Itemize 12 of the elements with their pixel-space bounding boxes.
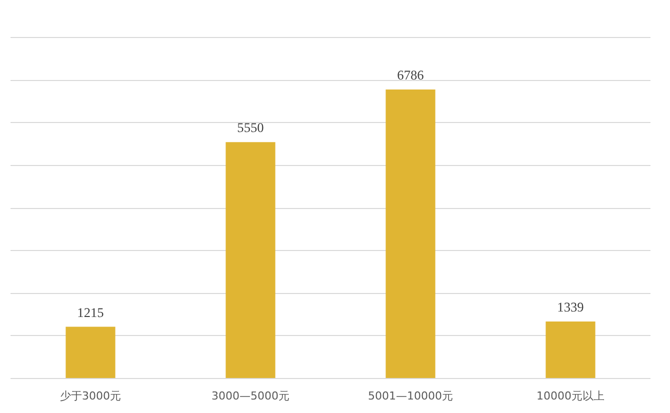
bar [386, 89, 436, 378]
data-label: 1215 [77, 304, 104, 320]
x-tick-label: 3000—5000元 [212, 390, 290, 402]
x-tick-label: 10000元以上 [536, 390, 605, 402]
x-tick-label: 5001—10000元 [368, 390, 454, 402]
bar [546, 321, 596, 378]
bar [66, 326, 116, 378]
data-label: 6786 [397, 67, 424, 82]
data-label: 1339 [557, 299, 584, 314]
data-label: 5550 [237, 120, 264, 136]
x-tick-label: 少于3000元 [60, 390, 122, 402]
bar [226, 142, 276, 378]
